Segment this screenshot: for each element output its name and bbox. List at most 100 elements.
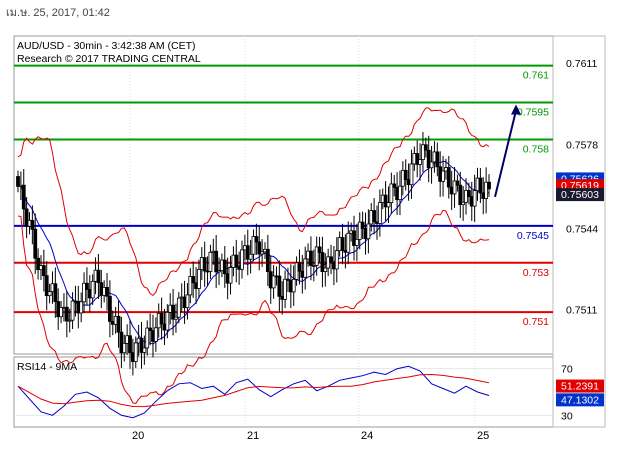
- candle-body: [435, 151, 440, 168]
- candle-body: [423, 144, 428, 151]
- candle-body: [188, 276, 193, 296]
- x-tick-20: 20: [132, 430, 144, 442]
- candle-body: [291, 278, 296, 293]
- candle-body: [352, 230, 356, 246]
- date-header: เม.ษ. 25, 2017, 01:42: [6, 7, 110, 19]
- candle-body: [466, 190, 471, 197]
- price-tag-0.75603: 0.75603: [561, 189, 599, 201]
- candle-body: [202, 257, 207, 272]
- candle-body: [297, 262, 302, 272]
- candle-body: [105, 287, 109, 297]
- candle-body: [64, 306, 69, 322]
- candlesticks: [16, 132, 491, 376]
- y-tick-0.7578: 0.7578: [566, 139, 598, 151]
- candle-body: [119, 331, 124, 354]
- candle-body: [197, 269, 201, 289]
- candle-body: [240, 249, 244, 270]
- candle-body: [314, 246, 319, 266]
- rsi-tick-70: 70: [561, 364, 573, 376]
- candle-body: [386, 202, 391, 208]
- candle-body: [214, 250, 219, 273]
- chart-title: AUD/USD - 30min - 3:42:38 AM (CET): [17, 40, 196, 52]
- candle-body: [426, 149, 431, 169]
- candle-body: [128, 335, 132, 354]
- candle-body: [277, 275, 282, 297]
- axes: 20 21 24 25 0.7611 0.7578 0.7544 0.7511 70 30: [132, 58, 598, 442]
- candle-body: [44, 275, 49, 297]
- candle-body: [24, 208, 29, 227]
- candle-body: [415, 153, 420, 165]
- level-label-0.753: 0.753: [523, 267, 549, 279]
- chart-subtitle: Research © 2017 TRADING CENTRAL: [17, 53, 201, 65]
- candle-body: [82, 282, 86, 303]
- candle-body: [323, 267, 328, 272]
- candle-body: [122, 342, 127, 354]
- candle-body: [47, 291, 52, 297]
- candle-body: [309, 250, 313, 266]
- candle-body: [234, 254, 239, 268]
- candle-body: [174, 316, 178, 320]
- candle-body: [472, 190, 477, 207]
- candle-body: [403, 169, 408, 180]
- y-tick-0.7611: 0.7611: [566, 58, 597, 70]
- candle-body: [222, 259, 227, 275]
- x-tick-21: 21: [247, 430, 259, 442]
- candle-body: [455, 180, 460, 186]
- candle-body: [340, 237, 345, 251]
- level-label-0.758: 0.758: [523, 144, 549, 156]
- candle-body: [317, 246, 322, 253]
- candle-body: [139, 337, 144, 353]
- price-tag-box-0.75603: [556, 188, 604, 202]
- candle-body: [41, 265, 46, 277]
- candle-body: [16, 176, 20, 187]
- candle-body: [153, 327, 158, 342]
- candle-body: [79, 301, 84, 314]
- rsi-tag-box-47.1302: [556, 393, 604, 407]
- candle-body: [59, 307, 63, 318]
- candle-body: [257, 241, 262, 255]
- levels: 0.761 0.7595 0.758 0.7545 0.753 0.751: [14, 64, 553, 328]
- candle-body: [108, 295, 112, 322]
- candle-body: [96, 269, 101, 284]
- candle-body: [36, 257, 41, 271]
- candle-body: [334, 250, 339, 270]
- candle-body: [421, 144, 425, 160]
- candle-body: [67, 319, 72, 322]
- level-label-0.761: 0.761: [523, 70, 549, 82]
- candle-body: [372, 210, 377, 223]
- candle-body: [217, 270, 221, 273]
- candle-body: [245, 245, 250, 260]
- level-label-0.7595: 0.7595: [517, 107, 549, 119]
- candle-body: [191, 276, 196, 284]
- candle-body: [484, 181, 489, 199]
- candle-body: [171, 304, 175, 320]
- candle-body: [346, 232, 351, 253]
- candle-body: [228, 267, 233, 284]
- rsi-line: [17, 365, 490, 419]
- candle-body: [116, 315, 121, 333]
- candle-body: [458, 184, 463, 206]
- candle-body: [357, 221, 362, 240]
- rsi-tick-30: 30: [561, 410, 573, 422]
- rsi-ma-line: [17, 373, 490, 408]
- candle-body: [133, 342, 138, 362]
- candle-body: [176, 297, 181, 318]
- candle-body: [254, 236, 259, 243]
- candle-body: [377, 202, 382, 224]
- level-label-0.751: 0.751: [523, 316, 549, 328]
- candle-body: [185, 294, 190, 309]
- projection-arrow-head: [511, 104, 521, 115]
- candle-body: [265, 248, 270, 273]
- candle-body: [311, 265, 316, 267]
- candle-body: [478, 177, 483, 194]
- bollinger-upper: [17, 107, 490, 297]
- y-tick-0.7511: 0.7511: [566, 305, 597, 317]
- candle-body: [461, 201, 466, 206]
- candle-body: [303, 258, 308, 278]
- candle-body: [446, 167, 451, 188]
- rsi-tag-box-51.2391: [556, 379, 604, 393]
- candle-body: [145, 327, 150, 349]
- rsi-title: RSI14 - 9MA: [17, 361, 77, 373]
